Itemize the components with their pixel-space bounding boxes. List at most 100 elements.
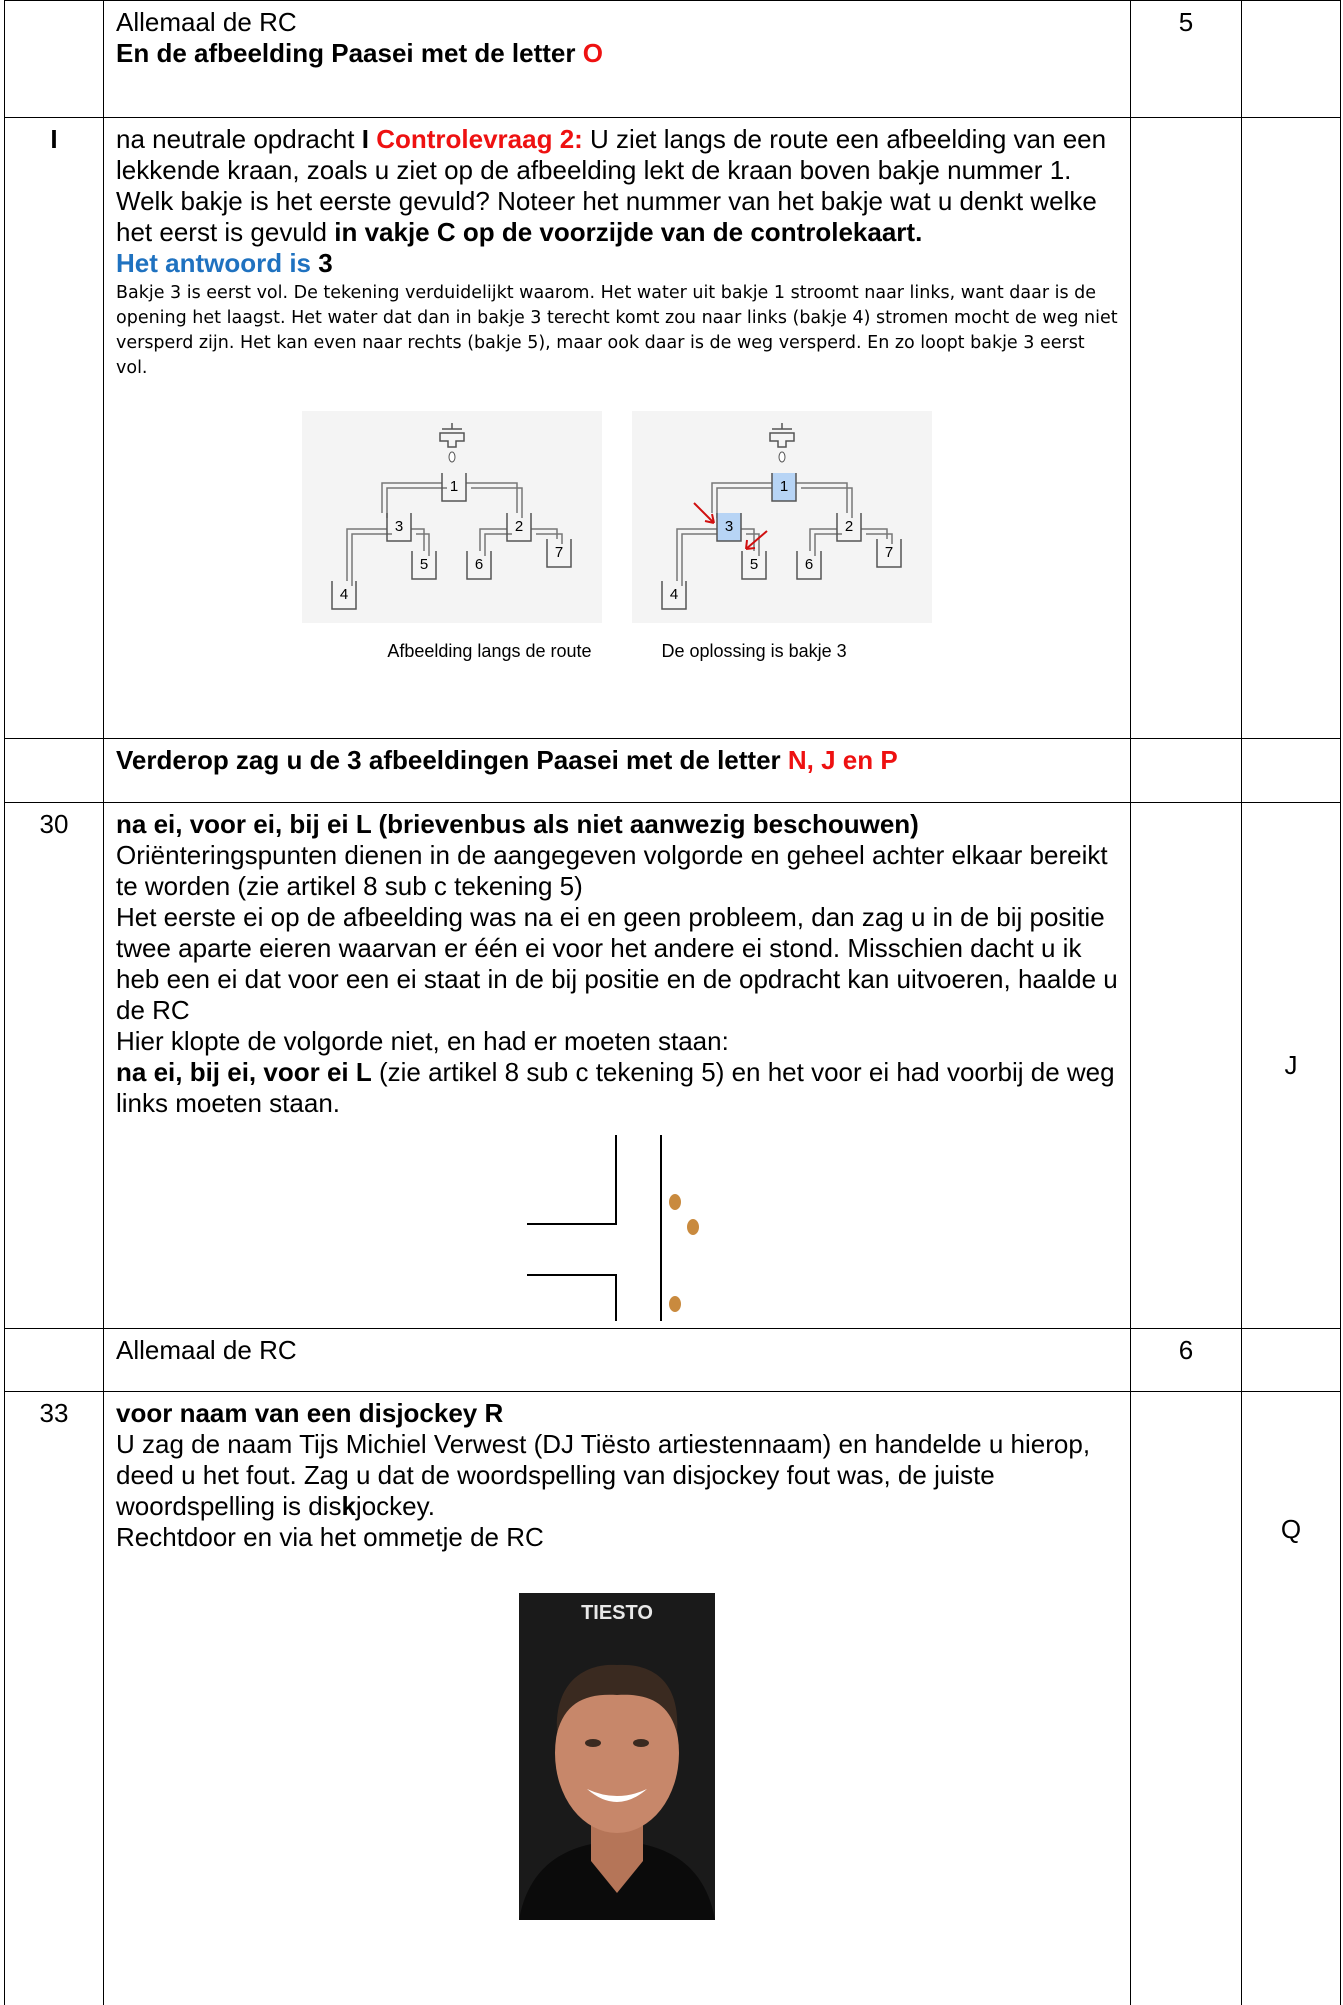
paragraph: Het eerste ei op de afbeelding was na ei…	[116, 902, 1118, 1026]
paragraph: Bakje 3 is eerst vol. De tekening verdui…	[116, 281, 1118, 381]
eye	[633, 1739, 649, 1747]
hair	[556, 1664, 678, 1733]
bakje-label: 3	[395, 518, 403, 535]
eggs-drawing	[527, 1135, 699, 1321]
pipe	[536, 533, 563, 544]
content-cell: Allemaal de RC En de afbeelding Paasei me…	[103, 0, 1131, 118]
text-run: N, J en P	[787, 745, 898, 775]
road-line	[527, 1274, 617, 1321]
pipe	[416, 533, 430, 556]
bakje	[796, 551, 822, 580]
text-run: Hier klopte de volgorde niet, en had er …	[116, 1026, 729, 1056]
text-run: voor naam van een disjockey R	[116, 1398, 504, 1428]
count-cell: 5	[1130, 0, 1242, 118]
pipe	[676, 528, 717, 581]
road-line	[527, 1135, 617, 1225]
bakje-label: 4	[670, 586, 678, 603]
bakje-label: 7	[555, 544, 563, 561]
bakje	[836, 513, 862, 542]
number-cell: 33	[4, 1391, 104, 2005]
pipe	[471, 487, 523, 518]
content-cell: Allemaal de RC	[103, 1328, 1131, 1392]
pipe	[861, 528, 888, 539]
row-number: 30	[39, 809, 69, 839]
eye	[585, 1739, 601, 1747]
bakje-label: 5	[750, 556, 758, 573]
figure: 1 2 3 4 5 6 7 1 2 3 4 5 6 7 Afbeelding langs de route D…	[116, 411, 1118, 667]
face	[555, 1673, 679, 1833]
paragraph: na ei, bij ei, voor ei L (zie artikel 8 …	[116, 1057, 1118, 1119]
text-run: Oriënteringspunten dienen in de aangegev…	[116, 840, 1108, 901]
text-run: U zag de naam Tijs Michiel Verwest (DJ T…	[116, 1429, 1091, 1521]
count-cell: 6	[1130, 1328, 1242, 1392]
paragraph: Allemaal de RC	[116, 7, 1118, 38]
bakje	[441, 473, 467, 502]
number-cell	[4, 0, 104, 118]
paragraph: U zag de naam Tijs Michiel Verwest (DJ T…	[116, 1429, 1118, 1522]
rc-count: 6	[1178, 1335, 1194, 1365]
faucet-diagram: 1 2 3 4 5 6 7 1 2 3 4 5 6 7	[302, 411, 932, 623]
number-cell: 30	[4, 802, 104, 1329]
pipe	[479, 528, 507, 551]
dj-photo: TIESTO	[519, 1593, 715, 1920]
bakje-label: 1	[450, 478, 458, 495]
pipe	[386, 487, 447, 518]
text-run: Allemaal de RC	[116, 7, 297, 37]
pipe	[711, 482, 772, 513]
letter-cell: J	[1241, 802, 1341, 1329]
number-cell: I	[4, 117, 104, 739]
pipe	[814, 533, 842, 556]
bakje	[716, 513, 742, 542]
pipe	[796, 482, 848, 513]
bakje-label: 2	[515, 518, 523, 535]
egg	[687, 1219, 699, 1235]
content-cell: na neutrale opdracht I Controlevraag 2: …	[103, 117, 1131, 739]
letter-cell	[1241, 117, 1341, 739]
letter-cell: Q	[1241, 1391, 1341, 2005]
pipe	[466, 482, 518, 513]
pipe	[531, 528, 558, 539]
paragraph: na ei, voor ei, bij ei L (brievenbus als…	[116, 809, 1118, 840]
answer-table: Allemaal de RC En de afbeelding Paasei me…	[4, 0, 1341, 2005]
pipe	[681, 533, 722, 586]
paragraph: Rechtdoor en via het ommetje de RC	[116, 1522, 1118, 1553]
text-run: I	[361, 124, 369, 154]
answer-letter: Q	[1280, 1514, 1302, 1544]
letter-cell	[1241, 0, 1341, 118]
letter-cell	[1241, 1328, 1341, 1392]
text-run: Rechtdoor en via het ommetje de RC	[116, 1522, 544, 1552]
pipe	[411, 528, 425, 551]
neck	[591, 1813, 643, 1893]
bakje	[546, 539, 572, 568]
arrow	[693, 502, 715, 524]
answer-letter: J	[1284, 1050, 1298, 1080]
caption: Afbeelding langs de route	[387, 641, 592, 661]
letter-cell	[1241, 738, 1341, 803]
paragraph: En de afbeelding Paasei met de letter O	[116, 38, 1118, 69]
pipe	[866, 533, 893, 544]
count-cell	[1130, 1391, 1242, 2005]
text-run: U ziet langs de route een afbeelding van…	[116, 124, 1107, 247]
figure	[116, 1135, 1118, 1328]
count-cell	[1130, 738, 1242, 803]
text-run: na ei, bij ei, voor ei L	[116, 1057, 372, 1087]
text-run: jockey.	[355, 1491, 435, 1521]
figure: TIESTO	[116, 1593, 1118, 1927]
drop	[448, 451, 456, 463]
table-row: 30 na ei, voor ei, bij ei L (brievenbus a…	[4, 802, 1341, 1329]
paragraph: Het antwoord is 3	[116, 248, 1118, 279]
row-number: I	[50, 124, 58, 154]
text-run: Bakje 3 is eerst vol. De tekening verdui…	[116, 283, 1118, 378]
bakje-label: 6	[475, 556, 483, 573]
diagram-panel: 1 2 3 4 5 6 7	[302, 411, 602, 623]
bakje	[411, 551, 437, 580]
pipe	[809, 528, 837, 551]
count-cell	[1130, 117, 1242, 739]
rc-count: 5	[1178, 7, 1194, 37]
text-run: Het antwoord is	[116, 248, 312, 278]
faucet	[439, 423, 465, 448]
